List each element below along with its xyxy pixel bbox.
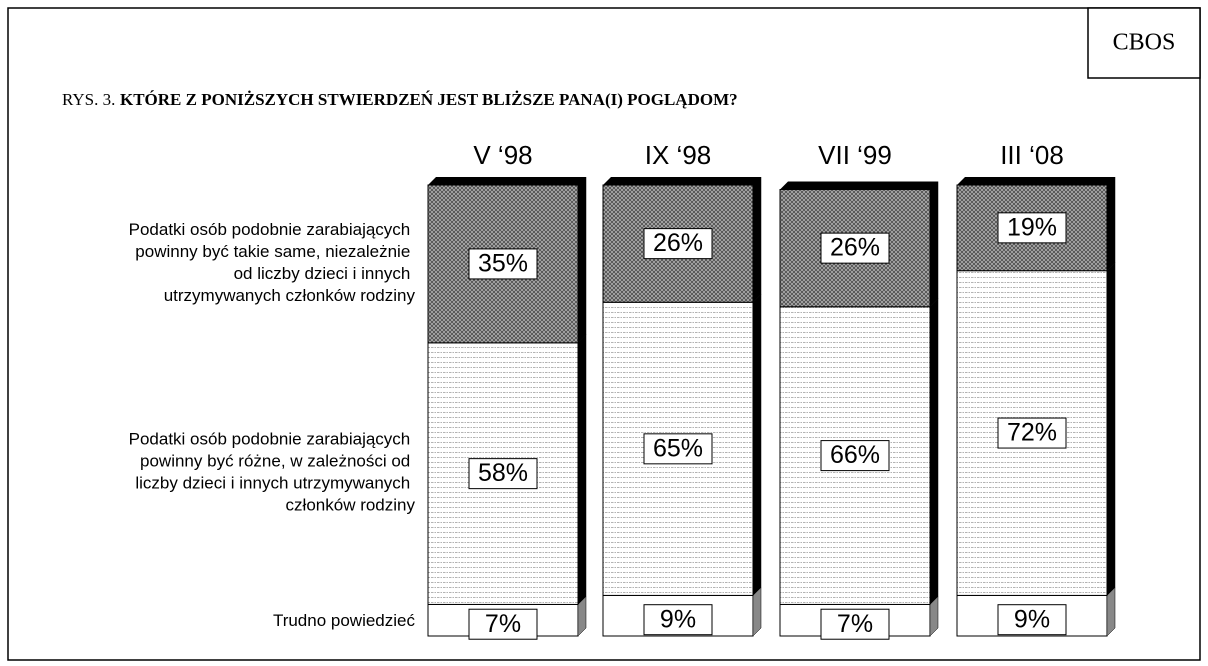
chart-title: KTÓRE Z PONIŻSZYCH STWIERDZEŃ JEST BLIŻS… <box>120 90 738 109</box>
bar-side <box>752 293 762 597</box>
frame <box>7 7 1201 661</box>
value-label: 7% <box>485 610 521 638</box>
value-label: 65% <box>653 434 703 462</box>
value-label-box <box>643 433 713 465</box>
figure-label: RYS. 3. <box>62 90 115 109</box>
bar-side <box>577 176 587 344</box>
value-label: 35% <box>478 250 528 278</box>
bar-side <box>929 298 939 606</box>
value-label: 9% <box>660 605 696 633</box>
bar-side <box>1106 262 1116 597</box>
value-label-box <box>997 212 1067 244</box>
value-label-box <box>643 604 713 636</box>
value-label: 66% <box>830 441 880 469</box>
x-tick-label: V ‘98 <box>473 140 532 170</box>
source: CBOS <box>1113 30 1176 56</box>
bar-side <box>752 586 762 637</box>
bar-top <box>957 177 1115 185</box>
legend-label: Podatki osób podobnie zarabiających powi… <box>129 430 416 515</box>
x-tick-label: IX ‘98 <box>645 140 712 170</box>
value-label: 26% <box>830 234 880 262</box>
value-label-box <box>643 228 713 260</box>
bar-top <box>603 177 761 185</box>
value-label: 19% <box>1007 213 1057 241</box>
value-label-box <box>468 458 538 490</box>
value-label-box <box>820 232 890 264</box>
legend-label: Podatki osób podobnie zarabiających powi… <box>129 220 416 305</box>
value-label-box <box>468 608 538 640</box>
value-label-box <box>820 608 890 640</box>
value-label: 7% <box>837 610 873 638</box>
value-label-box <box>820 440 890 472</box>
bar-side <box>752 176 762 303</box>
x-tick-label: VII ‘99 <box>818 140 892 170</box>
bar-side <box>1106 176 1116 272</box>
value-label-box <box>468 248 538 280</box>
value-label: 9% <box>1014 605 1050 633</box>
bar-top <box>428 177 586 185</box>
legend-label: Trudno powiedzieć <box>273 612 416 631</box>
value-label-box <box>997 604 1067 636</box>
bar-side <box>1106 586 1116 637</box>
bar-side <box>929 180 939 308</box>
value-label-box <box>997 417 1067 449</box>
bar-top <box>780 181 938 190</box>
value-label: 26% <box>653 229 703 257</box>
source-box <box>1087 7 1201 79</box>
value-label: 58% <box>478 459 528 487</box>
value-label: 72% <box>1007 419 1057 447</box>
x-tick-label: III ‘08 <box>1000 140 1064 170</box>
bar-segment <box>956 184 1108 272</box>
bar-side <box>577 334 587 606</box>
